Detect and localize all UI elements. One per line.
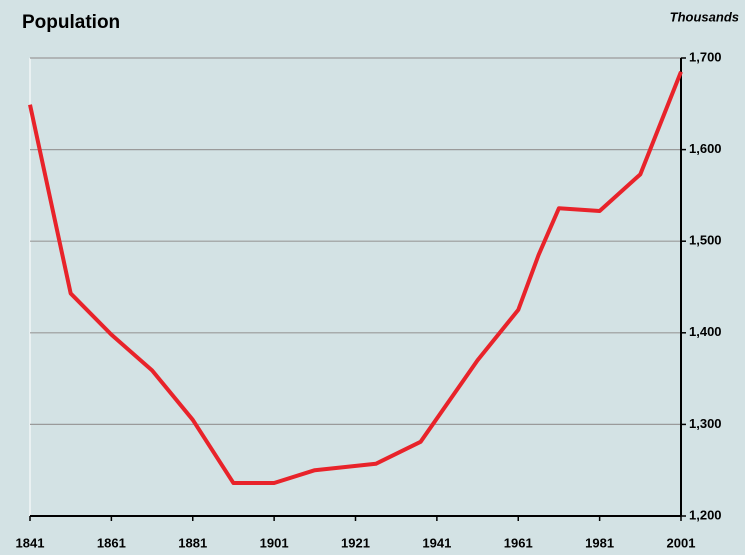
x-tick-label: 1861 xyxy=(97,535,126,550)
x-tick-label: 1961 xyxy=(504,535,533,550)
x-tick-label: 2001 xyxy=(667,535,696,550)
y-axis-label: Thousands xyxy=(670,9,739,24)
y-tick-label: 1,700 xyxy=(689,49,722,64)
line xyxy=(28,71,683,486)
x-tick-label: 1841 xyxy=(16,535,45,550)
y-tick-label: 1,600 xyxy=(689,141,722,156)
y-tick-label: 1,500 xyxy=(689,233,722,248)
y-tick-label: 1,400 xyxy=(689,324,722,339)
x-tick-label: 1921 xyxy=(341,535,370,550)
y-tick-label: 1,200 xyxy=(689,507,722,522)
x-tick-label: 1901 xyxy=(260,535,289,550)
chart-title: Population xyxy=(22,12,120,33)
x-tick-label: 1881 xyxy=(178,535,207,550)
y-tick-label: 1,300 xyxy=(689,416,722,431)
x-tick-label: 1981 xyxy=(585,535,614,550)
x-tick-label: 1941 xyxy=(422,535,451,550)
